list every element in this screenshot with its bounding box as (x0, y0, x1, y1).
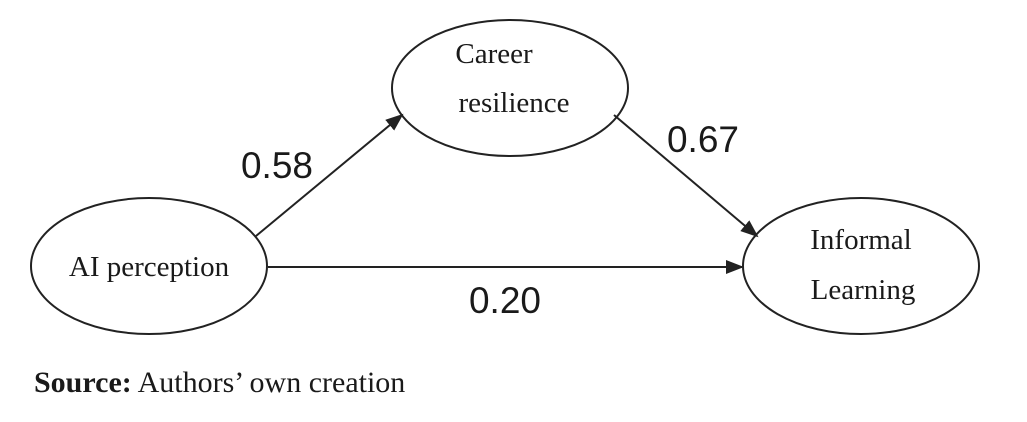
ai-perception-node (30, 197, 268, 335)
career-resilience-label-line2: resilience (458, 87, 569, 119)
arrow-career-to-informal (613, 114, 759, 238)
informal-learning-label-line2: Learning (811, 274, 916, 306)
ai-perception-label: AI perception (69, 251, 230, 283)
career-resilience-label-line1: Career (455, 38, 533, 70)
informal-learning-label-line1: Informal (810, 224, 911, 256)
source-caption: Source: Authors’ own creation (34, 366, 405, 400)
coef-ai-to-career: 0.58 (241, 145, 313, 186)
career-resilience-node (391, 19, 629, 157)
coef-ai-to-informal: 0.20 (469, 280, 541, 321)
arrow-ai-to-career (255, 113, 404, 237)
informal-learning-node (742, 197, 980, 335)
source-text: Authors’ own creation (131, 366, 406, 399)
source-label: Source: (34, 366, 132, 399)
coef-career-to-informal: 0.67 (667, 119, 739, 160)
